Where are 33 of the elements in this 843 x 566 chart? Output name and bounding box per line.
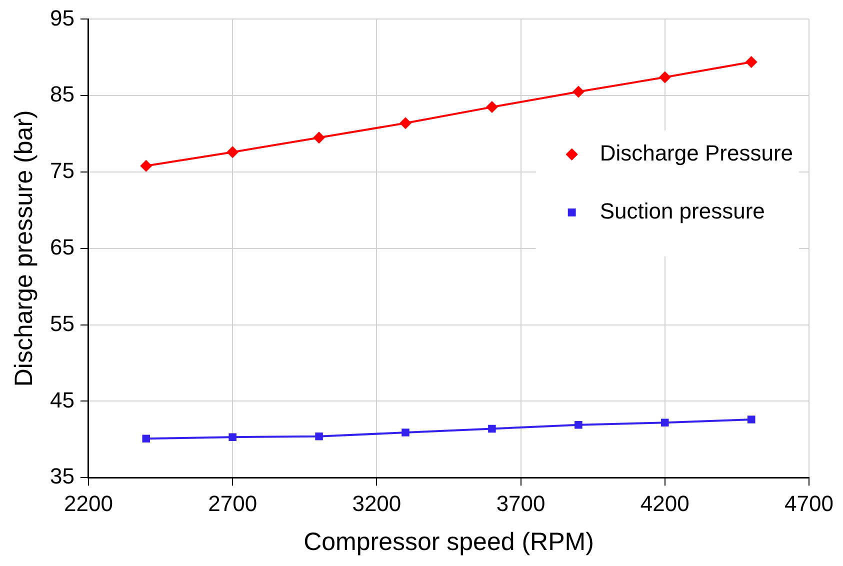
x-tick-label: 4700: [784, 490, 834, 516]
x-tick-label: 2200: [64, 490, 113, 516]
x-tick-label: 3200: [352, 490, 402, 516]
y-tick-label: 45: [50, 387, 74, 412]
point: [402, 428, 410, 436]
point: [661, 418, 669, 426]
point: [315, 432, 323, 440]
x-tick-label: 2700: [208, 490, 258, 516]
y-tick-label: 65: [50, 234, 74, 260]
point: [140, 160, 152, 172]
point: [313, 132, 326, 144]
point: [574, 420, 582, 429]
point: [226, 146, 239, 158]
point: [658, 71, 671, 84]
point: [142, 434, 150, 443]
point: [488, 424, 496, 433]
y-tick-label: 95: [50, 5, 74, 30]
y-tick-label: 75: [50, 158, 74, 184]
point: [228, 433, 236, 441]
point: [572, 86, 584, 98]
point: [747, 416, 756, 424]
point: [745, 56, 758, 68]
y-axis-title: Discharge pressure (bar): [10, 110, 38, 387]
y-tick-label: 35: [50, 464, 74, 489]
point: [400, 117, 412, 130]
x-tick-label: 4200: [640, 490, 690, 516]
y-tick-label: 55: [50, 310, 74, 336]
legend-label: Suction pressure: [600, 198, 765, 224]
point: [486, 101, 498, 114]
legend-label: Discharge Pressure: [600, 140, 793, 166]
x-tick-label: 3700: [496, 490, 546, 516]
x-axis-title: Compressor speed (RPM): [304, 528, 594, 556]
y-tick-label: 85: [50, 82, 74, 107]
